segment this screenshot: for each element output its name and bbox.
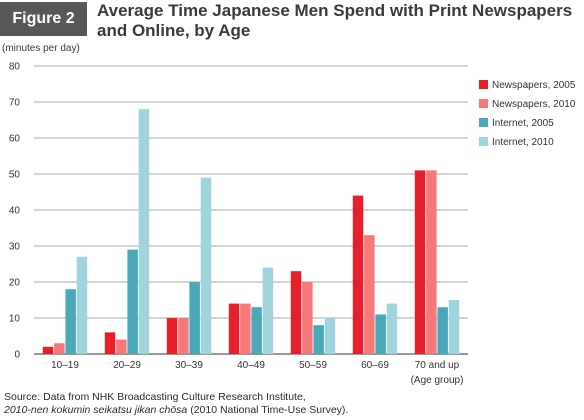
source-title-rest: (2010 National Time-Use Survey). — [187, 404, 349, 416]
y-tick-label: 0 — [14, 350, 20, 361]
x-tick-label: 20–29 — [113, 360, 141, 371]
figure-label: Figure 2 — [0, 2, 87, 36]
x-tick-label: 70 and up — [415, 360, 460, 371]
y-tick-label: 70 — [9, 98, 21, 109]
bar — [324, 318, 336, 354]
bar — [228, 303, 240, 354]
legend-swatch — [479, 80, 488, 89]
bar — [138, 109, 150, 354]
bar — [200, 177, 212, 354]
bar — [364, 235, 375, 354]
x-tick-label: 10–19 — [51, 360, 79, 371]
y-tick-label: 50 — [9, 170, 21, 181]
bar — [127, 249, 138, 354]
y-tick-label: 20 — [9, 278, 21, 289]
bar — [42, 346, 54, 354]
bar — [240, 303, 251, 354]
bar — [116, 339, 127, 354]
source-title-italic: 2010-nen kokumin seikatsu jikan chōsa — [4, 404, 188, 416]
bar — [386, 303, 398, 354]
bar — [414, 170, 426, 354]
source-line-1: Source: Data from NHK Broadcasting Cultu… — [4, 391, 306, 403]
x-tick-label: 50–59 — [299, 360, 327, 371]
bar — [104, 332, 116, 354]
legend-label: Internet, 2010 — [492, 137, 554, 148]
bar — [54, 343, 65, 354]
bar — [302, 282, 313, 354]
x-tick-label: 30–39 — [175, 360, 203, 371]
bar — [290, 271, 302, 354]
y-tick-label: 30 — [9, 242, 21, 253]
legend-label: Internet, 2005 — [492, 118, 554, 129]
bar — [65, 289, 76, 354]
x-axis-label: (Age group) — [411, 375, 464, 386]
legend-swatch — [479, 99, 488, 108]
y-tick-label: 40 — [9, 206, 21, 217]
bar — [448, 300, 460, 354]
bar — [262, 267, 274, 354]
legend-label: Newspapers, 2005 — [492, 80, 576, 91]
y-axis-label: (minutes per day) — [2, 43, 80, 54]
legend-swatch — [479, 118, 488, 127]
legend-label: Newspapers, 2010 — [492, 99, 576, 110]
source-line-2: 2010-nen kokumin seikatsu jikan chōsa (2… — [4, 404, 348, 417]
bar — [189, 282, 200, 354]
bar — [437, 307, 448, 354]
source-note: Source: Data from NHK Broadcasting Cultu… — [4, 391, 348, 417]
bar — [313, 325, 324, 354]
bar — [375, 314, 386, 354]
bar — [76, 256, 88, 354]
bar — [426, 170, 437, 354]
bar — [251, 307, 262, 354]
y-tick-label: 60 — [9, 134, 21, 145]
legend-swatch — [479, 137, 488, 146]
bar — [178, 318, 189, 354]
x-tick-label: 40–49 — [237, 360, 265, 371]
bar — [166, 318, 178, 354]
x-tick-label: 60–69 — [361, 360, 389, 371]
bar — [352, 195, 364, 354]
y-tick-label: 10 — [9, 314, 21, 325]
y-tick-label: 80 — [9, 62, 21, 73]
chart-title: Average Time Japanese Men Spend with Pri… — [97, 1, 573, 40]
